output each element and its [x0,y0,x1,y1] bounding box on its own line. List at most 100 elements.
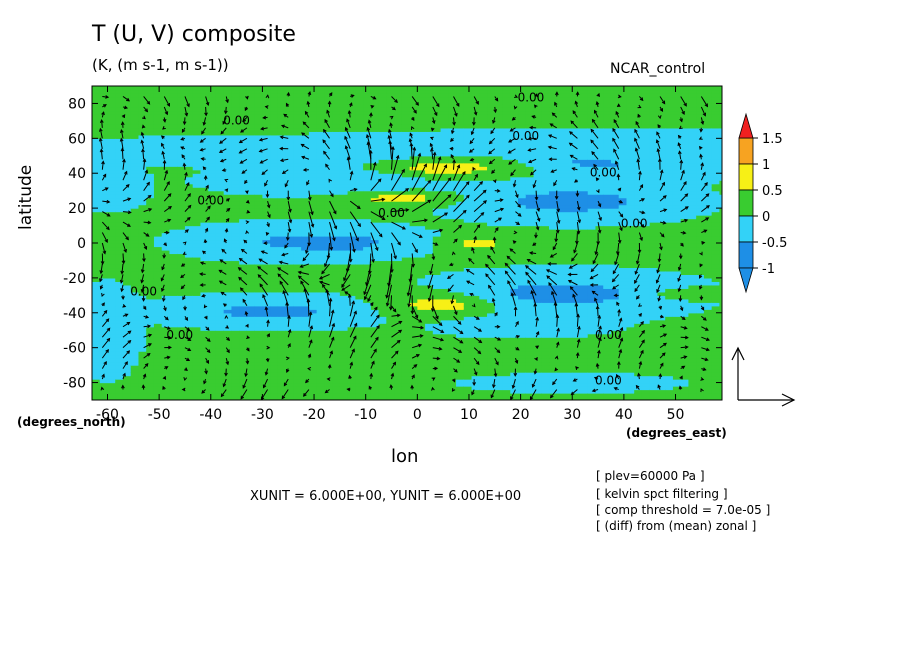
field-cell [293,134,302,139]
field-cell [115,127,124,132]
field-cell [99,169,109,174]
field-cell [417,246,426,251]
field-cell [409,316,418,321]
field-cell [262,340,271,345]
field-cell [146,337,155,342]
field-cell [502,393,511,398]
field-cell [409,312,418,317]
field-cell [355,173,364,178]
field-cell [223,155,233,160]
field-cell [262,211,271,216]
field-cell [177,295,186,300]
field-cell [92,312,101,317]
field-cell [386,225,395,230]
field-cell [115,155,124,160]
field-cell [425,330,434,335]
field-cell [332,368,341,373]
field-cell [115,316,124,321]
field-cell [99,127,109,132]
field-cell [432,162,442,167]
field-cell [246,246,256,251]
field-cell [122,256,132,262]
field-cell [370,256,380,262]
field-cell [293,229,302,234]
field-cell [138,319,147,324]
field-cell [440,218,449,223]
field-cell [246,260,256,265]
field-cell [231,222,240,227]
field-cell [215,295,225,300]
field-cell [115,211,124,216]
field-cell [355,96,364,101]
field-cell [463,99,473,105]
field-cell [471,312,480,317]
field-cell [146,330,155,335]
field-cell [262,127,271,132]
vector-unit-text: XUNIT = 6.000E+00, YUNIT = 6.000E+00 [250,489,522,504]
field-cell [494,183,504,188]
field-cell [161,354,171,359]
field-cell [277,372,287,377]
field-cell [122,229,132,234]
field-cell [409,302,418,307]
field-cell [339,316,349,321]
field-cell [107,173,116,178]
field-cell [277,393,287,398]
field-cell [115,159,124,164]
chart-title: T (U, V) composite [92,22,296,47]
field-cell [277,92,287,98]
field-cell [316,176,325,181]
field-cell [378,267,387,272]
field-cell [494,194,504,199]
field-cell [479,379,488,384]
field-cell [432,344,442,349]
field-cell [339,138,349,143]
field-cell [479,368,488,373]
field-cell [161,152,171,157]
field-cell [262,256,271,262]
field-cell [92,96,101,101]
field-cell [471,232,480,237]
field-cell [231,375,240,380]
field-cell [254,270,264,275]
field-cell [494,243,504,248]
field-cell [308,201,318,206]
field-cell [440,173,449,178]
field-cell [510,274,519,279]
field-cell [246,89,256,94]
field-cell [169,169,178,174]
field-cell [99,211,109,216]
field-cell [153,295,163,300]
field-cell [324,162,333,167]
field-cell [510,89,519,94]
field-cell [301,295,310,300]
field-cell [394,159,403,164]
field-cell [409,222,418,227]
field-cell [448,249,457,255]
field-cell [99,239,109,244]
field-cell [386,92,395,98]
field-cell [401,305,411,310]
field-cell [254,347,264,352]
field-cell [308,155,318,160]
field-cell [394,396,403,400]
field-cell [146,260,155,265]
field-cell [432,211,442,216]
field-cell [301,159,310,164]
field-cell [153,323,163,328]
field-cell [293,386,302,391]
field-cell [200,375,209,380]
field-cell [161,127,171,132]
field-cell [169,110,178,115]
field-cell [417,316,426,321]
field-cell [153,274,163,279]
field-cell [231,288,240,293]
field-cell [409,330,418,335]
field-cell [487,215,496,220]
field-cell [246,239,256,244]
field-cell [99,368,109,373]
field-cell [184,288,194,293]
field-cell [332,208,341,213]
field-cell [184,298,194,303]
field-cell [479,386,488,391]
